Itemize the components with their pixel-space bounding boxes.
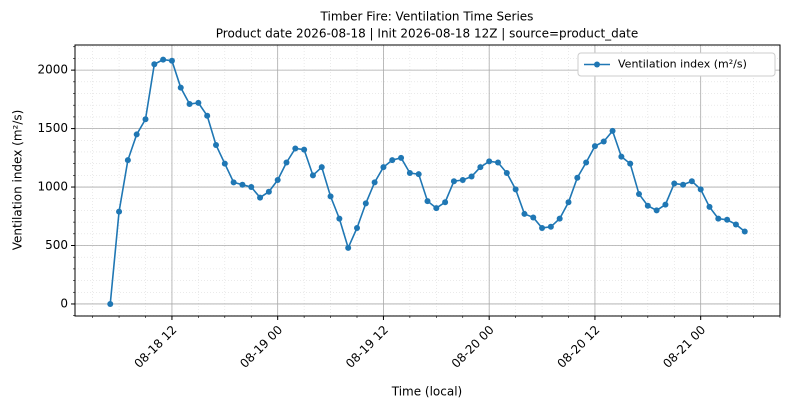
data-point	[380, 164, 387, 171]
data-point	[495, 159, 501, 166]
data-point	[424, 198, 431, 205]
data-point	[556, 215, 563, 222]
data-point	[186, 101, 193, 108]
data-point	[512, 186, 519, 193]
x-tick-label: 08-18 12	[131, 323, 179, 371]
data-point	[265, 188, 272, 195]
data-point	[398, 154, 405, 161]
data-point	[627, 160, 634, 167]
data-point	[116, 208, 123, 215]
data-point	[591, 143, 598, 150]
y-axis-label: Ventilation index (m²/s)	[11, 110, 25, 251]
data-point	[160, 56, 167, 63]
data-point	[680, 181, 687, 188]
data-point	[177, 84, 184, 91]
data-point	[345, 244, 352, 251]
data-point	[336, 215, 343, 222]
x-tick-label: 08-19 12	[343, 323, 391, 371]
data-point	[274, 177, 281, 184]
data-point	[195, 99, 202, 106]
data-point	[547, 223, 554, 230]
data-point	[503, 170, 510, 177]
data-point	[213, 141, 219, 148]
x-axis-label: Time (local)	[391, 385, 463, 399]
data-point	[318, 164, 325, 171]
data-point	[609, 127, 616, 134]
y-tick-label: 2000	[37, 63, 68, 77]
y-tick-label: 1000	[37, 180, 68, 194]
data-point	[644, 202, 651, 209]
x-tick-label: 08-19 00	[237, 323, 285, 371]
data-point	[371, 179, 378, 186]
series-line	[109, 58, 746, 305]
data-point	[354, 224, 360, 231]
data-point	[688, 178, 695, 185]
x-tick-label: 08-20 12	[554, 323, 602, 371]
y-tick-label: 500	[45, 238, 68, 252]
data-point	[239, 181, 246, 188]
data-point	[230, 179, 237, 186]
data-point	[697, 186, 704, 193]
data-point	[636, 191, 642, 198]
x-tick-label: 08-20 00	[449, 323, 497, 371]
data-point	[574, 174, 581, 181]
data-point	[292, 145, 299, 152]
data-point	[442, 199, 449, 206]
data-point	[583, 159, 590, 166]
data-point	[530, 214, 537, 221]
data-point	[327, 193, 334, 200]
data-point	[715, 215, 722, 222]
data-point	[724, 216, 731, 223]
data-point	[600, 138, 607, 145]
data-point	[406, 170, 413, 177]
data-point	[565, 199, 572, 206]
data-point	[741, 228, 748, 235]
data-point	[309, 172, 316, 179]
data-point	[389, 157, 396, 164]
data-point	[486, 158, 493, 165]
y-tick-label: 0	[60, 296, 68, 310]
legend-box	[577, 52, 776, 77]
data-point	[151, 61, 158, 68]
data-point	[477, 164, 484, 171]
x-tick-label: 08-21 00	[660, 323, 708, 371]
data-point	[433, 205, 440, 212]
chart-title: Timber Fire: Ventilation Time Series	[320, 10, 534, 24]
data-point	[204, 112, 211, 119]
data-point	[653, 207, 660, 214]
data-point	[450, 178, 457, 185]
data-point	[248, 184, 255, 191]
plot-frame	[74, 44, 781, 317]
data-point	[283, 159, 290, 166]
legend-marker	[594, 61, 600, 68]
data-point	[521, 210, 528, 217]
data-point	[459, 177, 466, 184]
data-point	[618, 153, 625, 160]
chart-subtitle: Product date 2026-08-18 | Init 2026-08-1…	[216, 27, 639, 41]
data-point	[168, 57, 175, 64]
data-point	[468, 173, 475, 180]
data-point	[539, 224, 546, 231]
data-point	[301, 146, 308, 153]
data-point	[706, 203, 713, 210]
y-tick-label: 1500	[37, 121, 68, 135]
legend-label: Ventilation index (m²/s)	[618, 58, 747, 71]
data-point	[221, 160, 228, 167]
data-point	[133, 131, 140, 138]
data-point	[124, 157, 131, 164]
data-point	[662, 201, 669, 208]
data-point	[671, 180, 678, 187]
data-point	[362, 200, 369, 207]
data-point	[257, 194, 264, 201]
data-point	[732, 221, 739, 228]
data-point	[107, 300, 114, 307]
data-point	[415, 171, 422, 178]
data-point	[142, 116, 149, 123]
